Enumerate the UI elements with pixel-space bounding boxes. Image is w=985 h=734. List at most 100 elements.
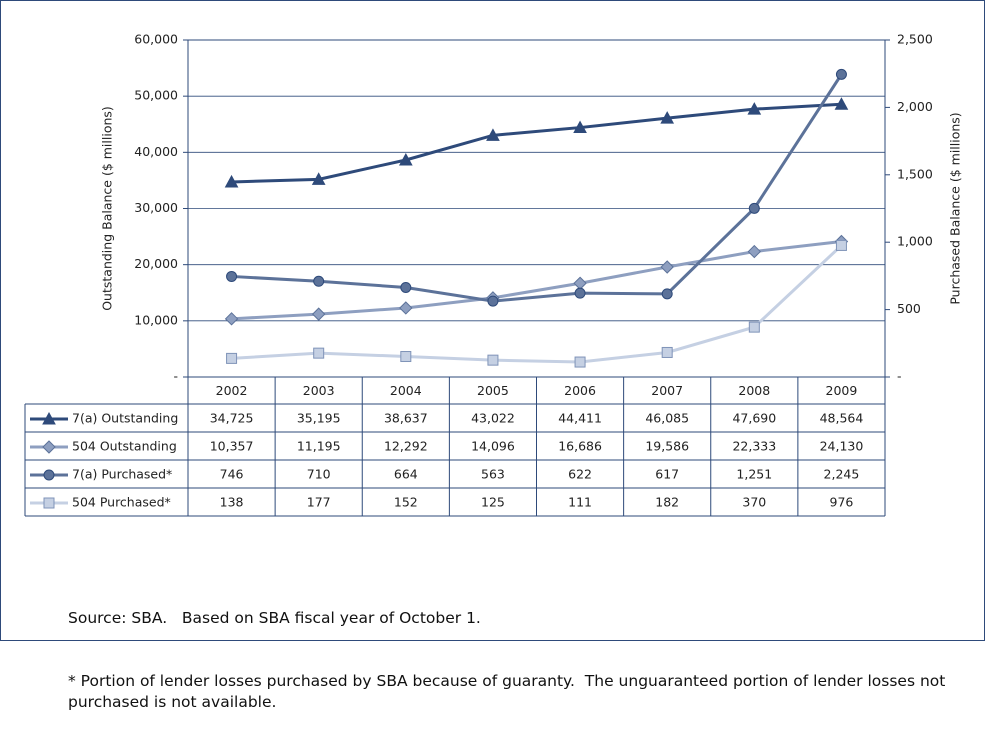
y-tick-label: 10,000 (134, 312, 178, 327)
point-marker (574, 287, 586, 299)
legend-marker (43, 497, 55, 509)
x-tick-label: 2006 (564, 383, 596, 398)
table-value: 12,292 (384, 439, 428, 454)
table-value: 47,690 (732, 411, 776, 426)
table-value: 976 (830, 495, 854, 510)
table-value: 182 (655, 495, 679, 510)
point-marker (226, 352, 238, 364)
y-tick-label: - (173, 369, 178, 384)
series-line (231, 239, 842, 321)
point-marker (224, 174, 239, 188)
y2-tick-label: 2,000 (897, 99, 933, 114)
notes: Source: SBA. Based on SBA fiscal year of… (68, 566, 948, 734)
legend-label: 504 Purchased* (72, 495, 171, 510)
y2-tick-label: - (897, 369, 902, 384)
legend-marker (43, 469, 55, 481)
table-value: 43,022 (471, 411, 515, 426)
legend-marker (42, 440, 56, 454)
point-marker (398, 152, 413, 166)
series-line (231, 73, 843, 303)
y-axis-label: Outstanding Balance ($ millions) (100, 106, 115, 311)
table-value: 46,085 (645, 411, 689, 426)
y2-tick-label: 1,000 (897, 234, 933, 249)
y2-tick-label: 2,500 (897, 32, 933, 47)
y-tick-label: 20,000 (134, 256, 178, 271)
point-marker (834, 97, 849, 110)
point-marker (399, 301, 413, 315)
y2-axis-label: Purchased Balance ($ millions) (948, 112, 963, 304)
table-value: 710 (307, 467, 331, 482)
table-value: 563 (481, 467, 505, 482)
table-value: 10,357 (210, 439, 254, 454)
table-value: 16,686 (558, 439, 602, 454)
point-marker (748, 202, 760, 214)
table-value: 44,411 (558, 411, 602, 426)
source-note: Source: SBA. Based on SBA fiscal year of… (68, 609, 481, 627)
point-marker (487, 354, 499, 366)
point-marker (400, 351, 412, 363)
point-marker (747, 102, 762, 115)
x-tick-label: 2007 (651, 383, 683, 398)
table-value: 14,096 (471, 439, 515, 454)
point-marker (660, 260, 674, 274)
point-marker (835, 239, 847, 251)
x-tick-label: 2005 (477, 383, 509, 398)
table-value: 19,586 (645, 439, 689, 454)
x-tick-label: 2004 (390, 383, 422, 398)
point-marker (313, 275, 325, 287)
point-marker (747, 244, 762, 259)
point-marker (573, 120, 587, 134)
table-value: 111 (568, 495, 592, 510)
series-line (231, 102, 842, 184)
table-value: 34,725 (210, 411, 254, 426)
table-value: 11,195 (297, 439, 341, 454)
point-marker (574, 356, 586, 368)
y-tick-label: 40,000 (134, 144, 178, 159)
table-value: 22,333 (732, 439, 776, 454)
table-value: 138 (220, 495, 244, 510)
table-value: 664 (394, 467, 418, 482)
legend-label: 7(a) Purchased* (72, 467, 172, 482)
table-value: 35,195 (297, 411, 341, 426)
table-value: 617 (655, 467, 679, 482)
point-marker (226, 270, 238, 282)
table-value: 177 (307, 495, 331, 510)
point-marker (661, 288, 673, 300)
table-value: 24,130 (820, 439, 864, 454)
x-tick-label: 2009 (826, 383, 858, 398)
table-value: 370 (742, 495, 766, 510)
point-marker (835, 68, 847, 80)
table-value: 746 (220, 467, 244, 482)
point-marker (400, 281, 412, 293)
point-marker (748, 321, 760, 333)
y-tick-label: 60,000 (134, 32, 178, 47)
table-value: 38,637 (384, 411, 428, 426)
y2-tick-label: 500 (897, 301, 921, 316)
point-marker (661, 346, 673, 358)
table-value: 125 (481, 495, 505, 510)
table-value: 1,251 (736, 467, 772, 482)
table-value: 48,564 (820, 411, 864, 426)
x-tick-label: 2002 (216, 383, 248, 398)
point-marker (311, 172, 326, 185)
y2-tick-label: 1,500 (897, 166, 933, 181)
point-marker (313, 347, 325, 359)
footnote: * Portion of lender losses purchased by … (68, 672, 951, 711)
table-value: 152 (394, 495, 418, 510)
point-marker (486, 128, 500, 141)
point-marker (311, 307, 326, 321)
x-tick-label: 2003 (303, 383, 335, 398)
table-value: 2,245 (824, 467, 860, 482)
legend-label: 7(a) Outstanding (72, 411, 178, 426)
x-tick-label: 2008 (738, 383, 770, 398)
point-marker (224, 312, 239, 326)
chart: - 10,000 20,000 30,000 40,000 50,000 60,000 - 50… (24, 32, 963, 517)
point-marker (487, 295, 499, 307)
legend-marker (42, 411, 56, 425)
series-line (231, 244, 843, 364)
y-tick-label: 30,000 (134, 200, 178, 215)
point-marker (573, 276, 587, 290)
y-tick-label: 50,000 (134, 88, 178, 103)
point-marker (660, 111, 675, 124)
table-value: 622 (568, 467, 592, 482)
